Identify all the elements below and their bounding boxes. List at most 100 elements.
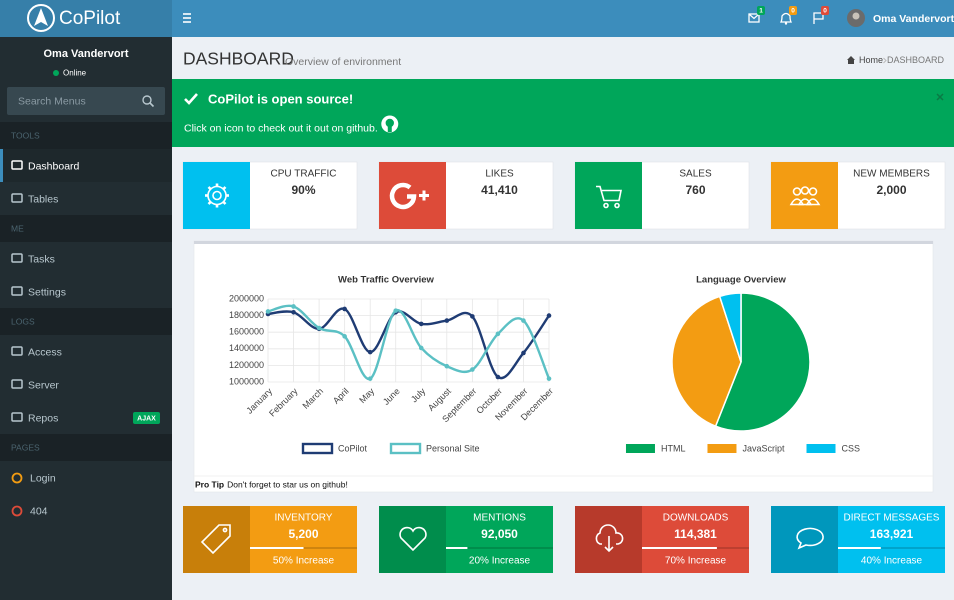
stat-value: 760: [685, 183, 705, 197]
legend-item[interactable]: Personal Site: [389, 442, 480, 455]
sidebar-toggle[interactable]: [183, 13, 191, 23]
gear-icon-hub: [212, 190, 222, 201]
legend-item[interactable]: CoPilot: [301, 442, 368, 455]
pie-slice: [671, 295, 742, 428]
breadcrumb-current: DASHBOARD: [887, 55, 945, 65]
github-icon-tail: [387, 126, 392, 132]
menu-item[interactable]: 404: [0, 494, 172, 527]
home-icon: [847, 56, 855, 64]
notification-1[interactable]: 0: [779, 6, 797, 25]
menu-item-bg: [0, 335, 172, 368]
progress-label: MENTIONS: [473, 513, 526, 524]
progress-track: [838, 547, 945, 549]
menu-item[interactable]: Tables: [0, 182, 172, 215]
panel-footer-text: Don't forget to star us on github!: [227, 479, 348, 489]
progress-track: [446, 547, 553, 549]
progress-bar: [446, 547, 468, 549]
top-bar: [172, 0, 954, 37]
mail-flap: [748, 13, 760, 20]
series-point: [393, 308, 399, 313]
chart-panel-top: [194, 241, 933, 244]
cart-wheel: [614, 202, 620, 209]
notification-0[interactable]: 1: [748, 6, 765, 23]
y-tick-label: 1800000: [229, 310, 264, 320]
cart-icon: [596, 185, 622, 202]
avatar-face: [852, 12, 860, 20]
github-link[interactable]: [381, 115, 399, 133]
series-point: [546, 313, 552, 318]
menu-item[interactable]: Login: [0, 461, 172, 494]
menu-icon: [11, 160, 23, 170]
menu-item[interactable]: Repos AJAX: [0, 401, 172, 434]
menu-item[interactable]: Dashboard: [0, 149, 172, 182]
progress-bar: [250, 547, 304, 549]
search-icon: [142, 95, 152, 105]
notification-badge: [789, 6, 797, 15]
breadcrumb-link[interactable]: Home: [859, 55, 883, 65]
mail-icon: [748, 13, 760, 23]
menu-item[interactable]: Server: [0, 368, 172, 401]
menu-item-bg: [0, 242, 172, 275]
stat-label: CPU TRAFFIC: [271, 169, 337, 180]
series-point: [444, 363, 450, 369]
legend-swatch: [625, 444, 655, 453]
chart-title: Language Overview: [696, 275, 786, 286]
series-point: [367, 349, 373, 355]
legend-swatch: [389, 442, 422, 455]
stat-box: LIKES 41,410: [378, 161, 554, 230]
brand-name: CoPilot: [59, 8, 121, 29]
people-body: [805, 198, 821, 206]
stat-box-icon-bg: [575, 162, 642, 229]
alert-title: CoPilot is open source!: [208, 91, 353, 106]
progress-value: 5,200: [288, 527, 318, 541]
series-point: [342, 306, 347, 312]
menu-item[interactable]: Settings: [0, 275, 172, 308]
menu-header-bg: [0, 434, 172, 461]
stat-box: NEW MEMBERS 2,000: [770, 161, 946, 230]
progress-value: 92,050: [481, 527, 518, 541]
pie-slice: [718, 292, 742, 363]
gplus-plus: [419, 190, 429, 201]
progress-description: 50% Increase: [273, 556, 335, 567]
tag-hole: [222, 527, 228, 533]
progress-bar: [642, 547, 717, 549]
menu-icon: [11, 412, 23, 422]
progress-box: DIRECT MESSAGES 163,921 40% Increase: [771, 506, 945, 573]
alert-bg: [172, 79, 954, 147]
search-field: [7, 87, 165, 115]
brand[interactable]: CoPilot: [27, 4, 121, 32]
menu-item[interactable]: Access: [0, 335, 172, 368]
menu-label: Server: [28, 379, 59, 391]
search-box[interactable]: Search Menus: [7, 87, 165, 115]
user-menu[interactable]: Oma Vandervort: [847, 9, 954, 27]
status-dot: [53, 70, 59, 76]
alert: CoPilot is open source! Click on icon to …: [172, 79, 954, 147]
menu-icon: [11, 505, 23, 517]
pie-legend: HTML JavaScript CSS: [625, 443, 860, 453]
series-point: [265, 309, 271, 314]
series-point: [291, 304, 296, 309]
series-point: [470, 314, 475, 319]
legend-label: CoPilot: [338, 443, 368, 453]
stat-box: SALES 760: [574, 161, 750, 230]
menu-item-bg: [0, 368, 172, 401]
menu-item-bg: [0, 494, 172, 527]
menu-label: Tables: [28, 193, 58, 205]
menu-label: Access: [28, 346, 62, 358]
gear-tooth: [222, 200, 227, 205]
menu-label: 404: [30, 505, 48, 517]
series-point: [291, 309, 296, 315]
notification-2[interactable]: 0: [813, 6, 829, 24]
menu-item[interactable]: Tasks: [0, 242, 172, 275]
search-icon-handle: [149, 102, 155, 108]
alert-close[interactable]: [936, 93, 944, 101]
legend-swatch: [707, 444, 737, 453]
menu-header: LOGS: [11, 316, 35, 326]
series-point: [342, 334, 347, 339]
user-status: Online: [63, 69, 87, 78]
series-point: [495, 374, 501, 380]
legend-label: HTML: [661, 443, 686, 453]
progress-value: 163,921: [870, 527, 914, 541]
